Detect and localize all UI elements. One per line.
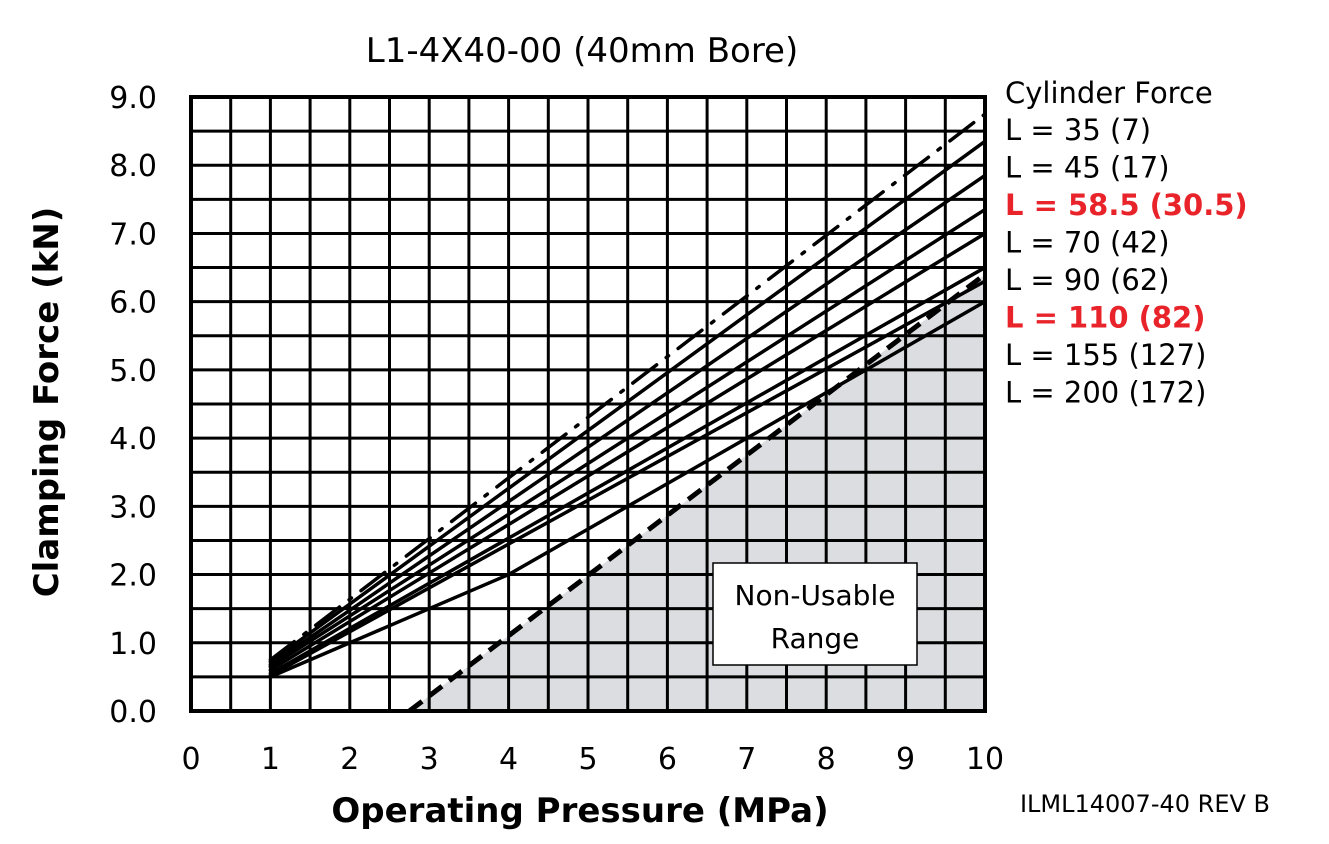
series-line-2 <box>268 139 987 664</box>
non-usable-label-line2: Range <box>771 622 860 655</box>
series-line-3 <box>268 173 987 667</box>
y-tick-label: 3.0 <box>109 490 157 525</box>
series-line-8 <box>268 299 987 679</box>
series-line-6 <box>268 265 987 676</box>
chart-title: L1-4X40-00 (40mm Bore) <box>366 31 799 71</box>
reference-code: ILML14007-40 REV B <box>1020 790 1270 818</box>
y-axis-title-group: Clamping Force (kN) <box>27 207 67 598</box>
x-axis-title: Operating Pressure (MPa) <box>331 791 828 831</box>
x-tick-label: 10 <box>966 742 1004 777</box>
legend-entry: L = 200 (172) <box>1005 376 1206 410</box>
legend-entry: L = 35 (7) <box>1005 113 1151 147</box>
x-tick-label: 1 <box>261 742 280 777</box>
plot-frame <box>189 95 987 713</box>
non-usable-label-line1: Non-Usable <box>735 579 896 612</box>
y-tick-label: 0.0 <box>109 695 157 730</box>
x-tick-label: 5 <box>578 742 597 777</box>
limit-line <box>407 272 987 713</box>
y-tick-label: 5.0 <box>109 354 157 389</box>
legend-title: Cylinder Force <box>1005 76 1213 110</box>
legend-entry: L = 58.5 (30.5) <box>1005 188 1248 222</box>
series-line-7 <box>268 279 987 678</box>
x-tick-label: 3 <box>420 742 439 777</box>
series-line-1 <box>268 112 987 662</box>
series-line-4 <box>268 207 987 669</box>
legend-entry: L = 90 (62) <box>1005 263 1170 297</box>
legend-entry: L = 70 (42) <box>1005 226 1170 260</box>
y-tick-label: 1.0 <box>109 627 157 662</box>
series-line-5 <box>268 231 987 672</box>
x-tick-label: 9 <box>896 742 915 777</box>
y-tick-label: 9.0 <box>109 81 157 116</box>
non-usable-label-box <box>712 562 918 666</box>
x-tick-label: 0 <box>181 742 200 777</box>
x-tick-label: 8 <box>817 742 836 777</box>
x-tick-label: 6 <box>658 742 677 777</box>
y-tick-label: 4.0 <box>109 422 157 457</box>
non-usable-range-label: Non-Usable Range <box>712 562 918 666</box>
legend: Cylinder Force L = 35 (7)L = 45 (17)L = … <box>1005 76 1248 410</box>
y-axis-title: Clamping Force (kN) <box>27 207 67 598</box>
legend-entry: L = 155 (127) <box>1005 338 1206 372</box>
x-tick-label: 2 <box>340 742 359 777</box>
y-tick-label: 6.0 <box>109 286 157 321</box>
x-tick-label: 4 <box>499 742 518 777</box>
x-tick-label: 7 <box>737 742 756 777</box>
y-tick-label: 8.0 <box>109 149 157 184</box>
y-tick-label: 2.0 <box>109 559 157 594</box>
legend-entry: L = 110 (82) <box>1005 301 1205 335</box>
legend-entry: L = 45 (17) <box>1005 151 1170 185</box>
y-tick-label: 7.0 <box>109 217 157 252</box>
